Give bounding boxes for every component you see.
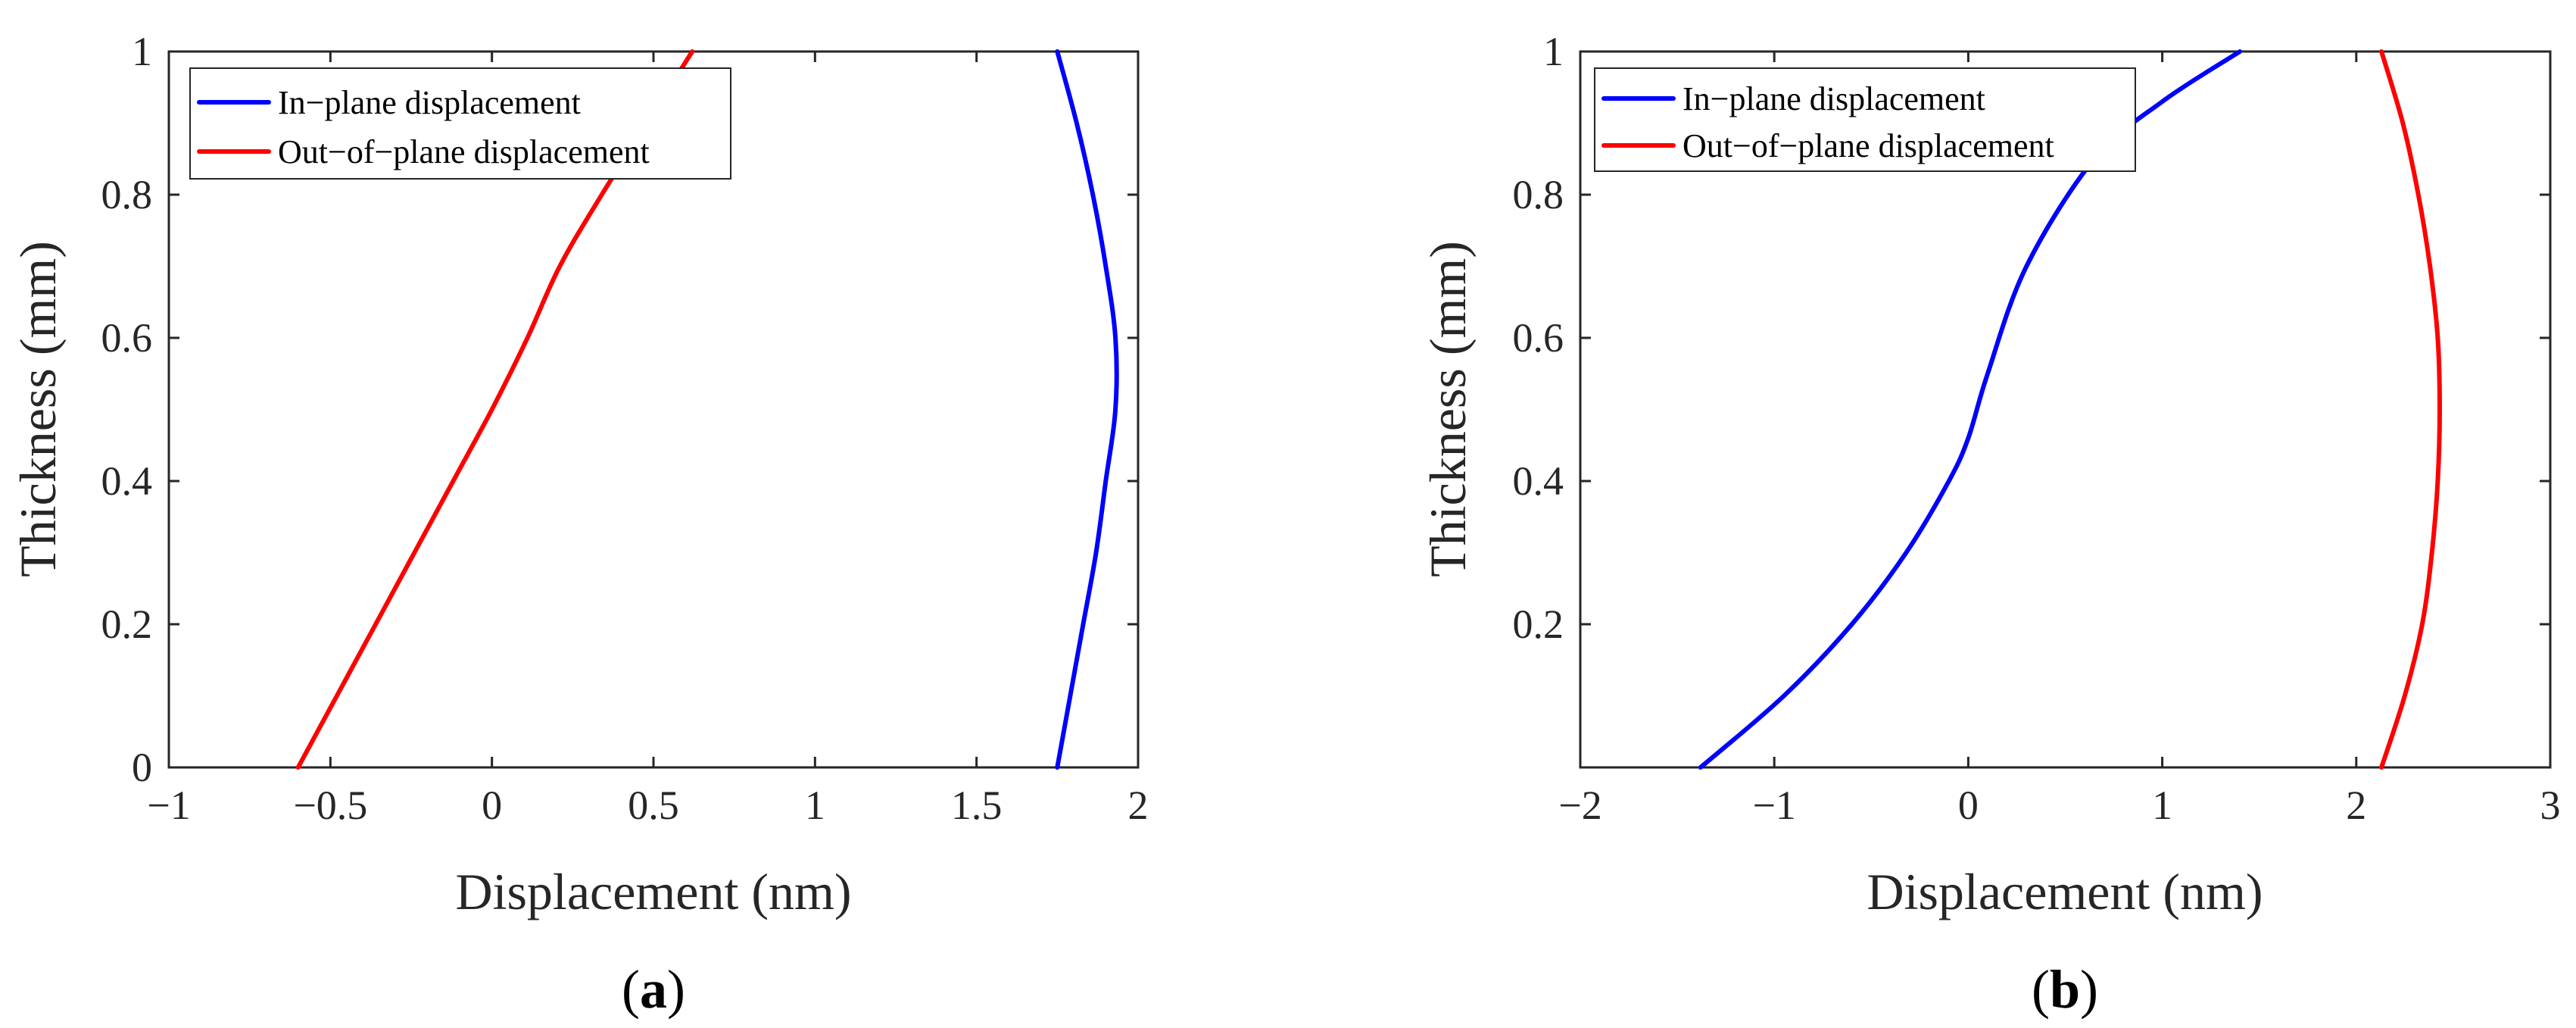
- y-tick-label: 1: [1543, 29, 1564, 74]
- x-tick-label: 1: [2152, 783, 2172, 828]
- x-tick-label: 0.5: [628, 783, 679, 828]
- series-line-in-plane: [1055, 49, 1119, 770]
- panel-label-a: (a): [622, 959, 685, 1020]
- legend-label-out-of-plane: Out−of−plane displacement: [278, 133, 650, 170]
- x-tick-label: 1: [805, 783, 825, 828]
- y-tick-label: 0.2: [101, 601, 153, 647]
- x-axis-label: Displacement (nm): [1867, 863, 2263, 920]
- panel-label-b: (b): [2032, 959, 2098, 1020]
- legend-box: [1594, 67, 2136, 172]
- y-axis-label: Thickness (mm): [1419, 241, 1477, 577]
- legend: In−plane displacement Out−of−plane displ…: [189, 67, 731, 180]
- y-tick-label: 0.6: [1513, 315, 1564, 361]
- tick-marks: [1579, 50, 2552, 767]
- x-tick-label: −1: [1752, 783, 1795, 828]
- legend-label-in-plane: In−plane displacement: [1683, 80, 1985, 117]
- x-tick-label: 2: [2346, 783, 2366, 828]
- panel-label-open-paren: (: [2032, 959, 2050, 1020]
- legend-label-in-plane: In−plane displacement: [278, 84, 581, 121]
- y-tick-label: 0.8: [101, 172, 153, 217]
- panel-label-open-paren: (: [622, 959, 640, 1020]
- y-tick-label: 1: [132, 29, 152, 74]
- series-line-out-of-plane: [2379, 49, 2442, 770]
- legend-box: [189, 67, 731, 180]
- y-tick-label: 0.4: [1513, 458, 1564, 504]
- legend-label-out-of-plane: Out−of−plane displacement: [1683, 127, 2054, 164]
- tick-labels: −2 −1 0 1 2 3 0.2 0.4 0.6 0.8 1: [1513, 29, 2561, 828]
- y-tick-label: 0: [132, 745, 152, 790]
- plot-frame: [1579, 50, 2552, 769]
- x-axis-label: Displacement (nm): [455, 863, 851, 920]
- legend: In−plane displacement Out−of−plane displ…: [1594, 67, 2136, 172]
- y-tick-label: 0.4: [101, 458, 153, 504]
- x-tick-label: −1: [147, 783, 190, 828]
- x-tick-label: 0: [1958, 783, 1979, 828]
- tick-marks: [167, 50, 1140, 769]
- x-tick-label: 0: [482, 783, 502, 828]
- panel-b: −2 −1 0 1 2 30.20.40.60.81 Displacement (nm) …: [1419, 29, 2561, 1020]
- panel-a: −1 −0.5 0 0.5 1 1.5 2 0 0.2 0.4 0.6 0.8 1 Displaceme…: [9, 29, 1149, 1020]
- y-tick-label: 0.6: [101, 315, 153, 361]
- y-tick-label: 0.8: [1513, 172, 1564, 217]
- y-axis-label: Thickness (mm): [9, 241, 67, 577]
- panel-label-close-paren: ): [2080, 959, 2098, 1020]
- tick-labels: −1 −0.5 0 0.5 1 1.5 2 0 0.2 0.4 0.6 0.8 1: [101, 29, 1149, 828]
- x-tick-label: 3: [2540, 783, 2561, 828]
- x-tick-label: −2: [1558, 783, 1601, 828]
- x-tick-label: 1.5: [951, 783, 1003, 828]
- y-tick-label: 0.2: [1513, 601, 1564, 647]
- panel-label-close-paren: ): [667, 959, 685, 1020]
- panel-label-letter: a: [640, 959, 667, 1020]
- x-tick-label: 2: [1128, 783, 1149, 828]
- panel-label-letter: b: [2050, 959, 2080, 1020]
- x-tick-label: −0.5: [293, 783, 367, 828]
